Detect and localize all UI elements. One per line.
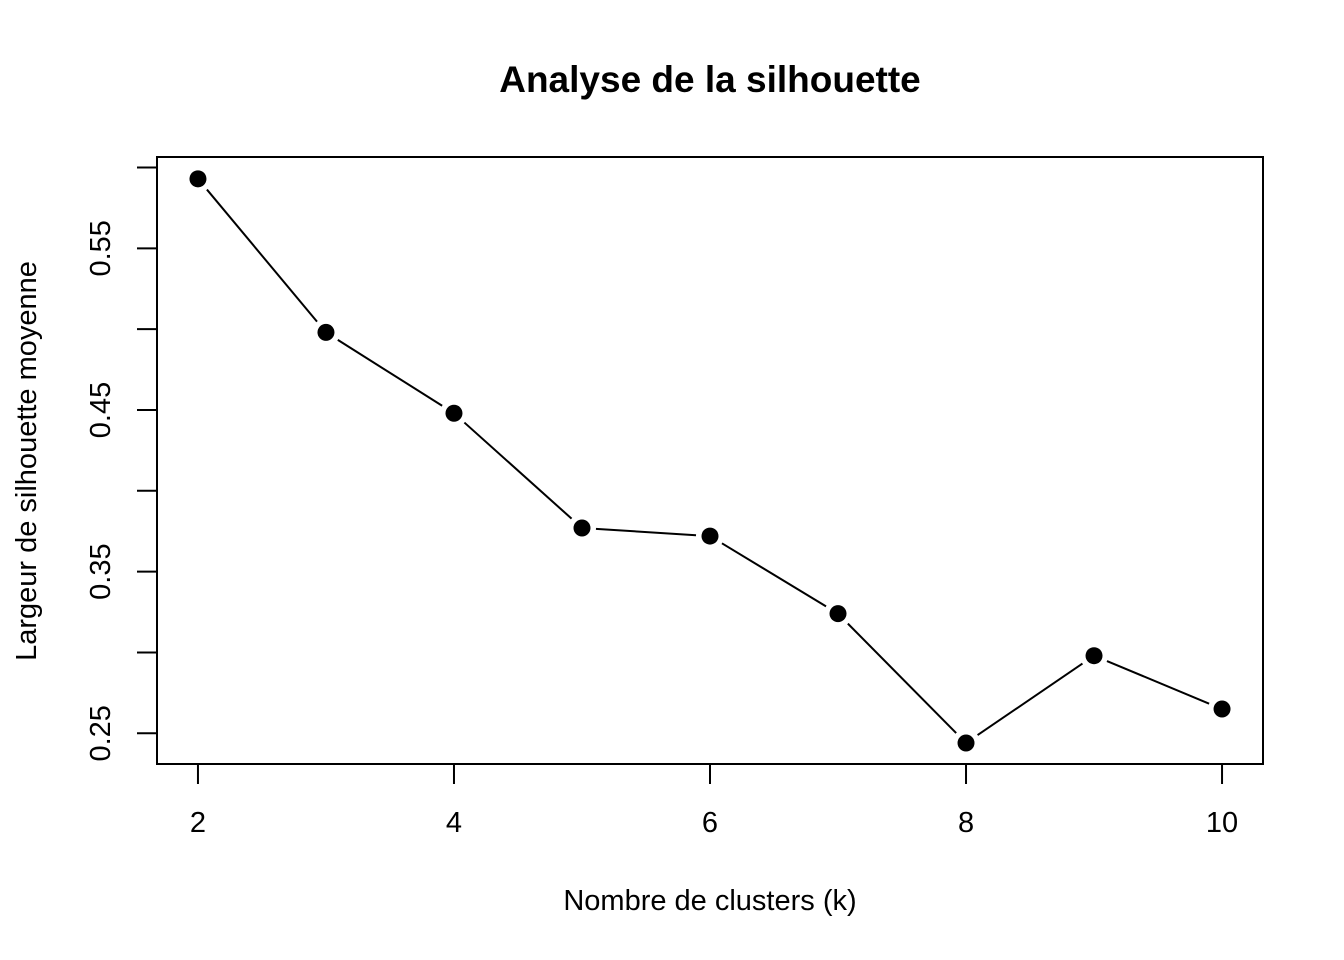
x-tick-label: 6: [702, 807, 718, 839]
y-axis-label: Largeur de silhouette moyenne: [11, 261, 43, 661]
data-point: [701, 527, 719, 545]
data-point: [957, 734, 975, 752]
data-point: [829, 605, 847, 623]
plot-frame: [156, 156, 1264, 765]
chart-title: Analyse de la silhouette: [499, 59, 921, 100]
data-point: [445, 404, 463, 422]
x-tick-label: 2: [190, 807, 206, 839]
data-point: [573, 519, 591, 537]
y-tick-label: 0.55: [85, 220, 117, 276]
series-segment: [463, 421, 573, 520]
series-segment: [721, 542, 827, 608]
x-axis-label: Nombre de clusters (k): [563, 885, 856, 917]
data-point: [317, 323, 335, 341]
series-line: [189, 170, 1231, 752]
series-segment: [337, 339, 443, 407]
series-segment: [206, 188, 318, 323]
data-point: [189, 170, 207, 188]
y-tick-label: 0.25: [85, 705, 117, 761]
series-segment: [847, 622, 957, 734]
series-segment: [977, 662, 1084, 736]
series-segment: [595, 527, 697, 537]
data-point: [1213, 700, 1231, 718]
y-tick-label: 0.35: [85, 543, 117, 599]
data-point: [1085, 647, 1103, 665]
series-segment: [1106, 660, 1210, 705]
y-tick-label: 0.45: [85, 382, 117, 438]
x-axis: 2 4 6 8 10: [190, 764, 1238, 839]
y-axis: 0.25 0.35 0.45 0.55: [85, 166, 157, 762]
x-tick-label: 4: [446, 807, 462, 839]
x-tick-label: 8: [958, 807, 974, 839]
x-tick-label: 10: [1206, 807, 1238, 839]
